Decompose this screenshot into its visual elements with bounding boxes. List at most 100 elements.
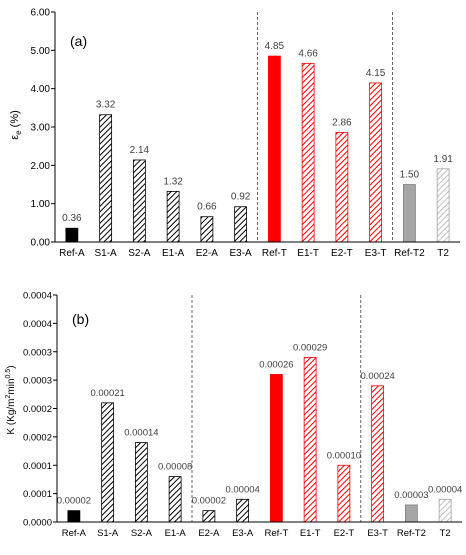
chart-b-bar bbox=[67, 510, 81, 523]
chart-b-data-label: 0.00002 bbox=[57, 496, 91, 507]
chart-b-data-label: 0.00004 bbox=[428, 484, 462, 495]
chart-b-ylabel-sup2: 0.5 bbox=[5, 369, 12, 379]
chart-b: K (Kg/m2min0.5) (b) 0.00000.00010.00010.… bbox=[5, 291, 462, 540]
chart-a-bar bbox=[65, 227, 79, 243]
chart-b-bar bbox=[303, 357, 317, 523]
chart-a-ylabel-sub: e bbox=[14, 130, 23, 135]
chart-b-bar bbox=[404, 504, 418, 523]
chart-b-data-label: 0.00021 bbox=[90, 388, 124, 399]
chart-a-y-tick-label: 1.00 bbox=[31, 199, 51, 210]
chart-b-bar bbox=[269, 374, 283, 523]
chart-b-x-tick-label: Ref-T2 bbox=[397, 528, 426, 539]
chart-b-data-label: 0.00014 bbox=[124, 428, 158, 439]
chart-b-y-tick-label: 0.0002 bbox=[23, 432, 52, 443]
chart-b-ylabel: K (Kg/m2min0.5) bbox=[5, 365, 17, 434]
chart-b-bars bbox=[67, 357, 452, 523]
chart-a-x-tick-label: Ref-T2 bbox=[394, 248, 425, 259]
chart-b-ylabel-mid: min bbox=[6, 378, 17, 394]
chart-a-data-label: 4.15 bbox=[366, 68, 386, 79]
chart-b-x-tick-label: E1-A bbox=[165, 528, 187, 539]
chart-a-bar bbox=[132, 159, 146, 243]
chart-b-separators bbox=[191, 295, 362, 522]
chart-b-bar bbox=[168, 476, 182, 523]
chart-b-x-tick-label: E1-T bbox=[300, 528, 321, 539]
chart-b-x-tick-label: T2 bbox=[440, 528, 451, 539]
chart-b-y-tick-label: 0.0003 bbox=[23, 347, 52, 358]
chart-a-data-label: 3.32 bbox=[96, 100, 116, 111]
chart-b-ylabel-main: K (Kg/m bbox=[6, 398, 17, 434]
chart-b-y-tick-label: 0.0003 bbox=[23, 376, 52, 387]
chart-a-y-tick-label: 6.00 bbox=[31, 8, 51, 19]
chart-b-x-tick-label: Ref-A bbox=[62, 528, 87, 539]
chart-b-x-tick-label: S2-A bbox=[131, 528, 153, 539]
chart-b-x-tick-label: E3-T bbox=[367, 528, 388, 539]
chart-a-x-tick-label: E2-A bbox=[196, 248, 219, 259]
chart-b-data-label: 0.00003 bbox=[394, 490, 428, 501]
chart-a-bar bbox=[402, 184, 416, 243]
chart-a-panel-label: (a) bbox=[70, 33, 87, 49]
chart-a-x-ticks: Ref-A S1-A S2-A E1-A E2-A E3-A Ref-T E1-T E2-T E3… bbox=[59, 248, 449, 259]
chart-a-x-tick-label: S2-A bbox=[128, 248, 151, 259]
chart-a-x-tick-label: Ref-T bbox=[262, 248, 287, 259]
chart-a-separators bbox=[257, 12, 393, 242]
chart-a-bar bbox=[301, 62, 315, 243]
chart-b-y-tick-label: 0.0004 bbox=[23, 291, 52, 302]
chart-a-y-tick-label: 2.00 bbox=[31, 161, 51, 172]
chart-a-x-tick-label: E3-T bbox=[365, 248, 387, 259]
chart-a-y-tick-label: 5.00 bbox=[31, 46, 51, 57]
chart-b-y-ticks: 0.0000 0.0001 0.0001 0.0002 0.0002 0.0003 0.00… bbox=[23, 291, 57, 529]
chart-a-bar bbox=[436, 168, 450, 243]
chart-b-x-tick-label: E2-A bbox=[198, 528, 220, 539]
chart-b-bar bbox=[236, 498, 250, 523]
chart-b-x-tick-label: E2-T bbox=[334, 528, 355, 539]
chart-a-data-label: 0.36 bbox=[62, 213, 82, 224]
chart-a: εe (%) (a) 0.001.002.003.004.005.006.00 … bbox=[9, 8, 460, 259]
chart-a-data-label: 0.66 bbox=[197, 202, 217, 213]
chart-b-y-tick-label: 0.0004 bbox=[23, 319, 52, 330]
chart-a-data-label: 1.32 bbox=[163, 176, 183, 187]
chart-a-data-label: 0.92 bbox=[231, 192, 251, 203]
chart-b-data-label: 0.00008 bbox=[158, 462, 192, 473]
chart-b-bar bbox=[134, 442, 148, 523]
chart-a-data-label: 1.91 bbox=[433, 154, 453, 165]
chart-b-data-label: 0.00004 bbox=[225, 484, 259, 495]
chart-b-data-label: 0.00029 bbox=[293, 342, 327, 353]
chart-b-y-tick-label: 0.0000 bbox=[23, 518, 52, 529]
chart-b-bar bbox=[371, 385, 385, 523]
chart-a-y-tick-label: 3.00 bbox=[31, 123, 51, 134]
chart-b-bar bbox=[438, 498, 452, 523]
chart-a-y-ticks: 0.00 1.00 2.00 3.00 4.00 5.00 6.00 bbox=[31, 8, 55, 249]
chart-b-x-ticks: Ref-A S1-A S2-A E1-A E2-A E3-A Ref-T E1-T E2-T E3… bbox=[62, 528, 451, 539]
chart-b-data-label: 0.00024 bbox=[360, 371, 394, 382]
chart-a-bar bbox=[267, 55, 281, 243]
chart-b-bar bbox=[202, 510, 216, 523]
chart-a-bar bbox=[234, 206, 248, 243]
chart-a-data-label: 2.14 bbox=[130, 145, 150, 156]
chart-b-bar bbox=[101, 402, 115, 523]
chart-a-bar bbox=[200, 216, 214, 243]
chart-a-x-tick-label: E1-T bbox=[297, 248, 319, 259]
chart-a-data-label: 1.50 bbox=[400, 170, 420, 181]
chart-a-bar bbox=[335, 131, 349, 243]
chart-b-ylabel-end: ) bbox=[6, 365, 17, 368]
chart-b-x-tick-label: E3-A bbox=[232, 528, 254, 539]
chart-a-x-tick-label: T2 bbox=[437, 248, 449, 259]
chart-b-ylabel-sup1: 2 bbox=[5, 394, 12, 398]
chart-a-bar bbox=[99, 114, 113, 243]
chart-a-bar bbox=[369, 82, 383, 243]
chart-a-data-labels: 0.36 3.32 2.14 1.32 0.66 0.92 4.85 4.66 2.86 4.15… bbox=[62, 41, 453, 224]
chart-b-data-label: 0.00026 bbox=[259, 359, 293, 370]
chart-a-ylabel-main: ε bbox=[9, 135, 21, 140]
chart-a-data-label: 2.86 bbox=[332, 117, 352, 128]
chart-a-x-tick-label: E2-T bbox=[331, 248, 353, 259]
chart-b-bar bbox=[337, 464, 351, 523]
chart-a-data-label: 4.66 bbox=[298, 48, 318, 59]
chart-a-data-label: 4.85 bbox=[265, 41, 285, 52]
chart-b-y-tick-label: 0.0001 bbox=[23, 461, 52, 472]
chart-b-y-tick-label: 0.0002 bbox=[23, 404, 52, 415]
chart-a-x-tick-label: Ref-A bbox=[59, 248, 85, 259]
chart-b-data-label: 0.00010 bbox=[327, 450, 361, 461]
chart-b-data-label: 0.00002 bbox=[192, 496, 226, 507]
